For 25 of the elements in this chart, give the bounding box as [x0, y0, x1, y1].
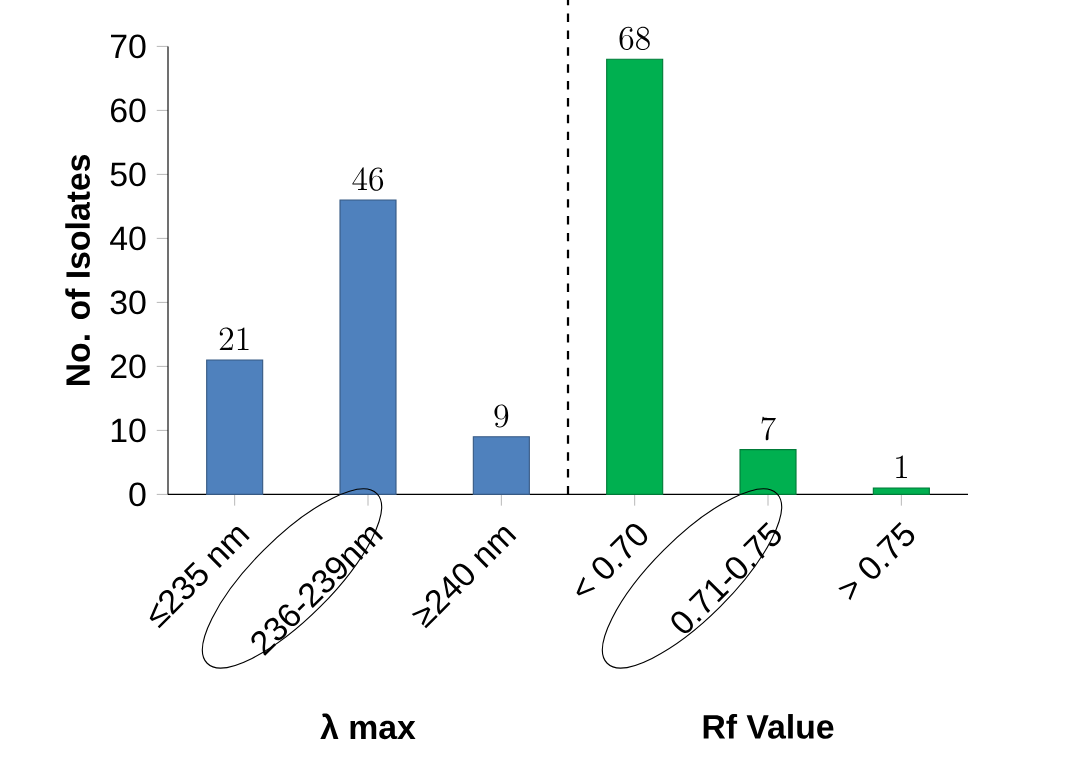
- y-tick-label: 10: [111, 418, 146, 443]
- bar: [872, 487, 930, 495]
- y-tick-label: 50: [110, 162, 146, 187]
- y-tick-label: 0: [129, 482, 146, 507]
- bar: [472, 436, 530, 495]
- y-axis-title: No. of Isolates: [65, 154, 90, 385]
- y-tick-label: 70: [111, 34, 146, 59]
- y-tick-label: 30: [110, 290, 146, 315]
- y-tick-label: 40: [110, 226, 146, 251]
- bar: [606, 58, 664, 495]
- text: λ max: [320, 713, 416, 740]
- y-tick-label: 60: [111, 98, 146, 123]
- data-label: 46: [352, 167, 384, 191]
- bar: [206, 359, 264, 495]
- data-label: 68: [619, 26, 650, 50]
- bar: [739, 448, 797, 495]
- y-tick-label: 20: [110, 354, 146, 379]
- data-label: 7: [761, 416, 776, 441]
- x-tick-label: < 0.70: [576, 523, 648, 596]
- data-label: 21: [219, 327, 249, 350]
- data-label: 9: [494, 404, 509, 428]
- bar: [339, 199, 397, 495]
- text: Rf Value: [703, 713, 834, 739]
- x-tick-label: > 0.75: [838, 521, 915, 601]
- data-label: 1: [896, 455, 907, 478]
